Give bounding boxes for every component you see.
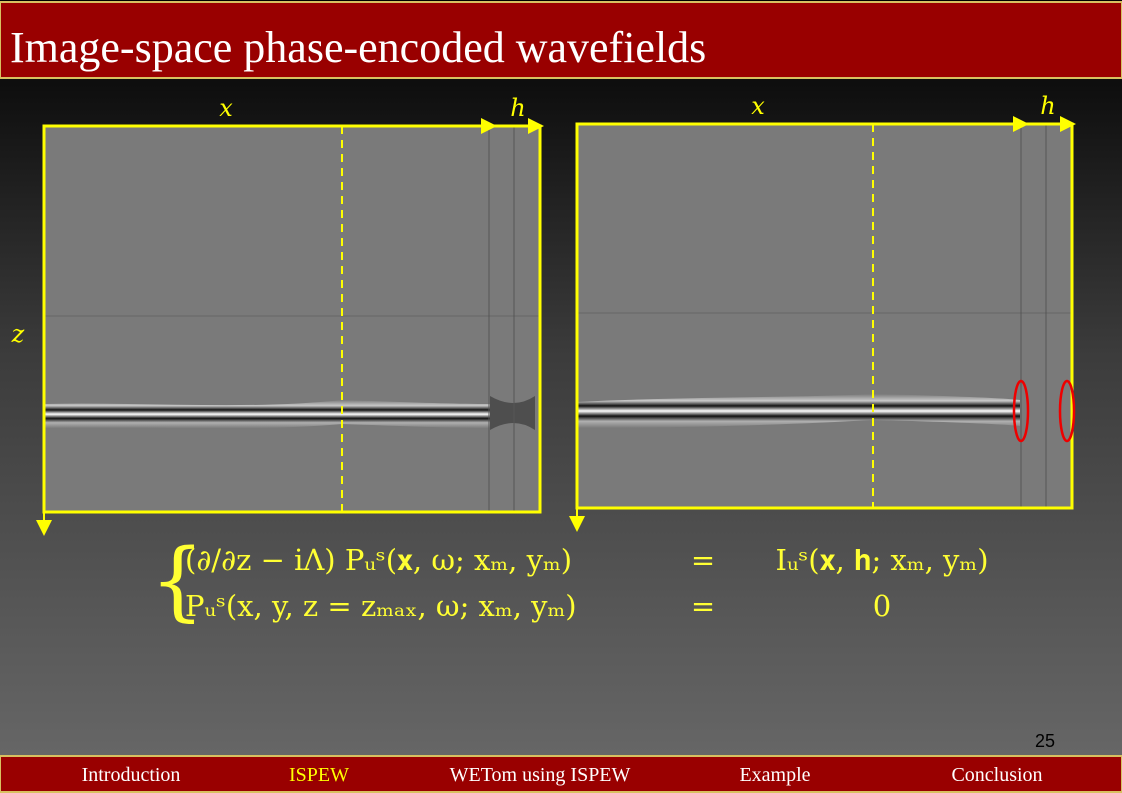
axis-label: x xyxy=(751,92,765,120)
event xyxy=(490,396,535,430)
footer-bar xyxy=(0,755,1122,793)
equation-eq: = xyxy=(691,543,715,577)
axis-label: h xyxy=(1040,92,1055,120)
nav-item[interactable]: WETom using ISPEW xyxy=(450,764,631,786)
wavefield-image xyxy=(577,124,1072,508)
nav-item[interactable]: ISPEW xyxy=(289,764,349,786)
footer: Introduction ISPEW WETom using ISPEW Exampl… xyxy=(0,755,1122,793)
nav-item[interactable]: Example xyxy=(739,764,810,786)
axis-label: x xyxy=(219,94,233,122)
brace: { xyxy=(150,531,205,631)
axis-label: h xyxy=(510,94,525,122)
equation-lhs: (∂/∂z − iΛ) Pᵤˢ(𝐱, ω; xₘ, yₘ) xyxy=(185,543,572,577)
highlight xyxy=(1058,379,1076,443)
wavefield-image xyxy=(44,126,540,512)
equation-rhs: Iᵤˢ(𝐱, 𝐡; xₘ, yₘ) xyxy=(775,543,988,577)
equation-rhs: 0 xyxy=(873,589,891,623)
page-number: 25 xyxy=(1035,731,1055,751)
event xyxy=(44,400,490,429)
panel-frame xyxy=(575,122,1074,510)
event xyxy=(577,394,1020,428)
panel-frame xyxy=(42,124,542,514)
nav-item[interactable]: Introduction xyxy=(82,764,181,786)
equation-eq: = xyxy=(691,589,715,623)
nav-item[interactable]: Conclusion xyxy=(951,764,1042,786)
equation-lhs: Pᵤˢ(x, y, z = zₘₐₓ, ω; xₘ, yₘ) xyxy=(185,589,577,623)
axis-label: z xyxy=(11,320,25,348)
highlight xyxy=(1012,379,1030,443)
title-bar xyxy=(0,1,1122,79)
title: Image-space phase-encoded wavefields xyxy=(10,23,706,72)
